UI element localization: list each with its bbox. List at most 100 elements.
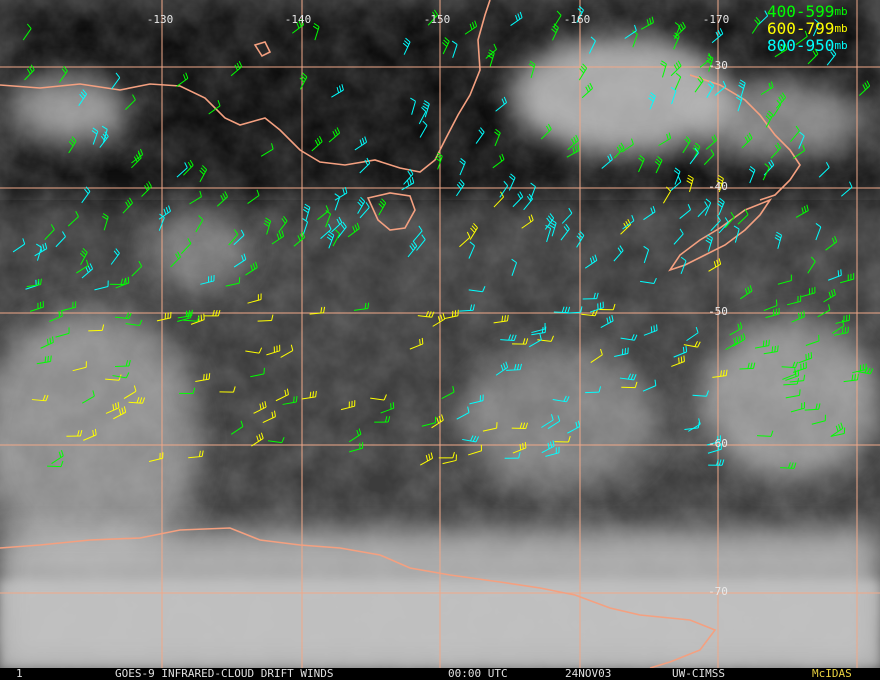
footer-bar [0, 668, 880, 680]
barb-feather [302, 209, 309, 214]
wind-barb [736, 94, 743, 112]
barb-feather [654, 161, 660, 166]
barb-feather [263, 222, 270, 227]
wind-barb [662, 186, 671, 204]
wind-barb [36, 355, 52, 365]
barb-feather [606, 317, 609, 324]
wind-barb [122, 197, 133, 214]
barb-feather [768, 110, 774, 116]
wind-barb [61, 301, 77, 312]
barb-feather [736, 94, 743, 99]
barb-feather [301, 231, 306, 238]
barb-feather [334, 229, 340, 235]
barb-staff [37, 247, 42, 261]
barb-feather [441, 42, 448, 47]
wind-barb [511, 422, 528, 429]
barb-feather [437, 316, 441, 323]
barb-feather [556, 10, 562, 16]
barb-feather [82, 247, 88, 253]
barb-staff [777, 280, 792, 285]
barb-staff [669, 181, 682, 192]
island [253, 41, 272, 58]
wind-barb [245, 347, 263, 354]
barb-feather [459, 179, 465, 185]
barb-staff [131, 265, 143, 277]
barb-feather [125, 201, 130, 208]
barb-feather [720, 370, 723, 377]
wind-barb [282, 395, 298, 405]
barb-feather [725, 369, 728, 376]
barb-staff [762, 167, 770, 181]
barb-feather [466, 231, 471, 238]
barb-feather [79, 252, 85, 258]
barb-feather [281, 218, 286, 224]
wind-barb [456, 179, 465, 197]
wind-barb [840, 181, 853, 197]
barb-staff [642, 385, 657, 392]
barb-feather [744, 209, 749, 215]
lat-label: -50 [708, 305, 728, 318]
barb-staff [537, 339, 552, 342]
wind-barb [622, 214, 635, 230]
barb-staff [72, 366, 87, 372]
wind-barb [703, 149, 715, 166]
wind-barb [81, 263, 94, 279]
barb-feather [525, 422, 528, 429]
barb-feather [224, 191, 229, 197]
barb-feather [716, 459, 719, 466]
barb-staff [334, 196, 341, 211]
barb-feather [127, 276, 130, 283]
barb-feather [674, 22, 681, 27]
barb-feather [61, 68, 67, 74]
barb-feather [514, 363, 517, 371]
barb-feather [125, 277, 127, 284]
barb-feather [409, 178, 412, 185]
barb-feather [241, 255, 244, 262]
barb-feather [739, 82, 745, 87]
barb-feather [92, 429, 95, 437]
wind-barb [561, 207, 573, 224]
barb-feather [765, 115, 771, 121]
wind-barb [51, 450, 64, 464]
wind-barb [251, 432, 264, 447]
barb-feather [471, 225, 477, 231]
barb-feather [804, 30, 808, 37]
barb-staff [359, 207, 370, 219]
barb-feather [568, 436, 571, 443]
wind-barb [66, 430, 83, 437]
barb-staff [452, 44, 458, 58]
wind-barb [94, 280, 109, 291]
wind-barb [763, 159, 775, 176]
barb-feather [548, 123, 552, 130]
wind-barb [189, 190, 202, 205]
barb-feather [316, 137, 321, 144]
barb-feather [609, 153, 613, 160]
wind-barb [785, 369, 800, 381]
barb-feather [834, 236, 838, 242]
wind-barb [260, 143, 274, 157]
barb-feather [117, 401, 120, 408]
barb-feather [546, 217, 551, 224]
barb-feather [587, 84, 591, 91]
barb-feather [589, 257, 593, 264]
wind-barb [55, 231, 66, 248]
wind-barb [506, 363, 522, 371]
lon-label: -170 [703, 13, 730, 26]
barb-staff [622, 220, 635, 230]
barb-staff [772, 104, 782, 117]
barb-staff [123, 390, 137, 399]
wind-barb [487, 49, 495, 67]
barb-feather [334, 193, 340, 198]
latitude-labels: -30 -40 -50 -60 -70 [708, 59, 728, 598]
barb-feather [357, 201, 363, 207]
barb-staff [680, 260, 687, 275]
barb-feather [668, 132, 672, 139]
barb-feather [631, 334, 635, 341]
barb-feather [474, 20, 478, 27]
barb-feather [862, 84, 866, 91]
wind-barb [757, 430, 774, 437]
barb-feather [260, 432, 264, 439]
barb-feather [271, 411, 274, 418]
barb-feather [506, 314, 509, 321]
barb-feather [528, 216, 532, 223]
